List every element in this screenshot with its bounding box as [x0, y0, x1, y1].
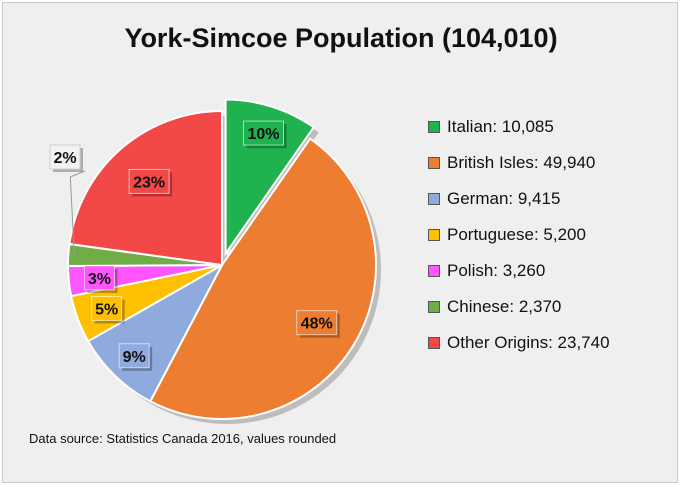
data-label-german: 9% — [118, 343, 153, 371]
legend-label: Chinese: 2,370 — [447, 297, 562, 316]
percent-label: 48% — [301, 316, 333, 333]
legend-item-italian: Italian: 10,085 — [428, 109, 610, 145]
legend-label: Other Origins: 23,740 — [447, 333, 610, 352]
label-box — [128, 168, 170, 194]
legend-label: Italian: 10,085 — [447, 117, 554, 136]
percent-label: 23% — [133, 174, 165, 191]
data-label-portuguese: 5% — [91, 295, 125, 324]
percent-label: 2% — [53, 150, 76, 167]
percent-label: 9% — [123, 349, 146, 366]
percent-label: 3% — [88, 271, 111, 288]
pie-slice-british-isles — [148, 137, 377, 420]
legend-swatch — [428, 337, 440, 349]
leader-line — [69, 170, 86, 256]
label-box — [49, 144, 81, 170]
legend-label: German: 9,415 — [447, 189, 561, 208]
legend-label: Polish: 3,260 — [447, 261, 546, 280]
legend-item-german: German: 9,415 — [428, 181, 610, 217]
label-box — [83, 265, 115, 291]
pie-chart: 10% 48% 9% 5% 3% 2% 23% — [49, 98, 382, 425]
label-box — [118, 343, 150, 369]
legend-item-portuguese: Portuguese: 5,200 — [428, 217, 610, 253]
percent-label: 10% — [247, 126, 279, 143]
chart-title: York-Simcoe Population (104,010) — [124, 23, 558, 53]
label-box — [242, 120, 284, 146]
data-label-other-origins: 23% — [128, 168, 173, 197]
data-source-note: Data source: Statistics Canada 2016, val… — [29, 431, 337, 446]
data-label-british-isles: 48% — [296, 310, 340, 338]
data-label-polish: 3% — [83, 265, 118, 293]
data-label-chinese: 2% — [49, 144, 86, 256]
legend-swatch — [428, 265, 440, 277]
data-label-italian: 10% — [242, 120, 287, 149]
legend-item-chinese: Chinese: 2,370 — [428, 289, 610, 325]
legend-item-other-origins: Other Origins: 23,740 — [428, 325, 610, 361]
legend-label: Portuguese: 5,200 — [447, 225, 586, 244]
legend-item-british-isles: British Isles: 49,940 — [428, 145, 610, 181]
legend-swatch — [428, 157, 440, 169]
label-box — [296, 310, 338, 336]
legend-swatch — [428, 121, 440, 133]
chart-frame: York-Simcoe Population (104,010) 10% 48% 9… — [2, 2, 678, 483]
legend-swatch — [428, 301, 440, 313]
chart-legend: Italian: 10,085 British Isles: 49,940 Germ… — [428, 109, 610, 361]
legend-label: British Isles: 49,940 — [447, 153, 596, 172]
percent-label: 5% — [95, 301, 118, 318]
legend-swatch — [428, 193, 440, 205]
label-box — [91, 295, 123, 321]
legend-item-polish: Polish: 3,260 — [428, 253, 610, 289]
legend-swatch — [428, 229, 440, 241]
